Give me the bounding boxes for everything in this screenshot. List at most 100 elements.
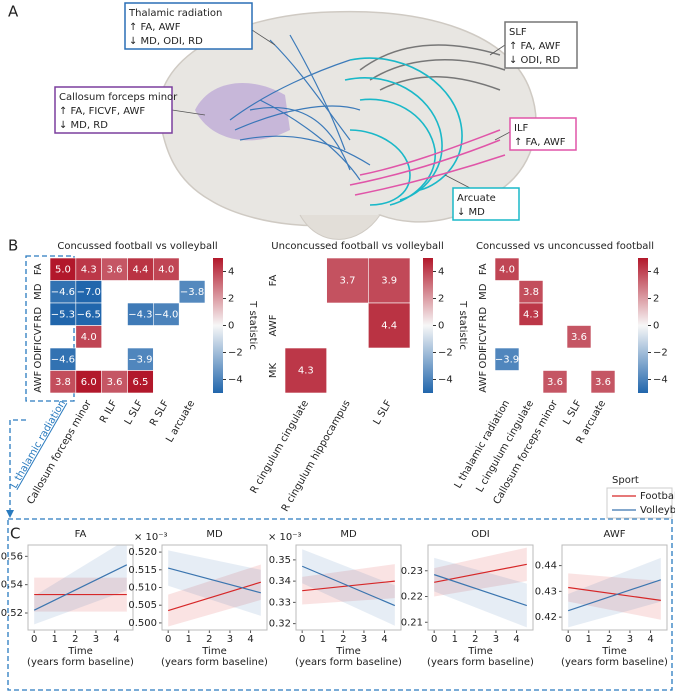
y-tick-label: MD [33,283,44,300]
y-tick-label: 0.505 [128,600,157,611]
x-tick-label: 3 [361,634,367,645]
x-tick-label: 3 [227,634,233,645]
colorbar-tick-label: −2 [438,348,453,359]
y-tick-label: MD [478,283,489,300]
heatmap-cell [368,257,411,304]
ci-band [434,557,527,628]
y-tick-label: 0.34 [269,576,291,587]
annotation-line: ↑ FA, AWF [514,137,566,148]
panel-label: A [8,3,19,21]
x-tick-label: L SLF [123,398,146,427]
annotation-box [509,117,577,151]
annotation-line: ↑ FA, AWF [129,22,181,33]
y-tick-label: ODI [478,350,489,369]
cell-label: −4.6 [51,354,75,365]
heatmap-cell [368,302,411,349]
plot-frame [561,544,668,631]
colorbar-tick-label: 2 [228,294,234,305]
cell-label: 3.9 [381,276,397,287]
x-tick-label: 3 [93,634,99,645]
y-tick-label: FA [268,275,279,287]
x-tick-label: 0 [565,634,571,645]
plot-frame [161,544,268,631]
x-tick-label: R ILF [98,398,120,425]
annotation-box [124,2,253,50]
cell-label: 4.4 [381,321,397,332]
cell-label: −3.9 [128,354,152,365]
x-tick-label: 1 [186,634,192,645]
x-tick-label: 1 [452,634,458,645]
chart-title: Concussed football vs volleyball [57,241,217,252]
heatmap-cell [284,347,327,394]
y-tick-label: 0.510 [128,583,157,594]
x-tick-label: L SLF [372,398,395,427]
x-axis-label: Time [335,646,360,657]
annotation-line: ↓ MD [457,207,485,218]
x-axis-label: (years form baseline) [27,657,134,668]
colorbar-tick-label: 0 [653,321,659,332]
y-tick-label: FICVF [478,322,489,351]
x-tick-label: 3 [493,634,499,645]
trend-line [168,581,261,612]
y-exponent: × 10⁻³ [268,532,302,543]
y-tick-label: MK [268,362,279,378]
legend-label: Volleyball [640,505,675,516]
colorbar-tick-label: 0 [228,321,234,332]
x-tick-label: 4 [247,634,253,645]
trend-line [433,574,528,607]
y-tick-label: 0.35 [269,555,291,566]
x-axis-label: Time [467,646,492,657]
plot-frame [427,544,534,631]
heatmap-cell [153,257,180,281]
y-tick-label: AWF [478,371,489,393]
cell-label: 3.8 [523,287,539,298]
trend-line [33,564,128,611]
plot-area [168,550,261,627]
legend-title: Sport [612,475,639,486]
cell-label: −3.8 [180,287,204,298]
x-tick-label: 0 [31,634,37,645]
colorbar-tick-label: 2 [438,294,444,305]
chart-title: MD [340,529,357,540]
annotation-line: ↑ FA, AWF [509,41,561,52]
plot-frame [295,544,402,631]
colorbar-tick-label: 4 [438,267,444,278]
annotation-line: ↑ FA, FICVF, AWF [59,106,145,117]
colorbar-label: T statistic [457,300,468,350]
heatmap-cell [178,280,206,304]
arrow-head [6,510,14,518]
x-tick-label: 0 [165,634,171,645]
cell-label: −5.3 [51,309,75,320]
trend-line [568,586,661,601]
plot-area [567,557,662,628]
chart-title: MD [206,529,223,540]
chart-title: Concussed vs unconcussed football [476,241,654,252]
legend-label: Football [640,491,675,502]
x-axis-label: (years form baseline) [161,657,268,668]
y-tick-label: 0.500 [128,618,157,629]
y-tick-label: 0.42 [535,612,557,623]
heatmap-cell [566,325,592,349]
cell-label: 3.6 [595,377,611,388]
cell-label: 3.6 [107,377,123,388]
cell-label: −7.0 [77,287,101,298]
chart-title: FA [75,529,87,540]
plot-area [301,549,396,626]
x-axis-label: (years form baseline) [561,657,668,668]
cell-label: 6.5 [132,377,148,388]
colorbar-tick-label: 4 [653,267,659,278]
y-exponent: × 10⁻³ [134,532,168,543]
cell-label: 3.8 [55,377,71,388]
y-tick-label: 0.515 [128,565,157,576]
x-tick-label: 4 [381,634,387,645]
annotation-title: Arcuate [457,193,496,204]
trend-line [301,565,396,607]
ci-band [434,547,527,597]
chart-title: AWF [604,529,626,540]
heatmap-cell [153,302,180,326]
panel-c-frame [7,255,673,691]
cell-label: −4.3 [128,309,152,320]
y-tick-label: RD [33,307,44,322]
x-tick-label: 2 [606,634,612,645]
